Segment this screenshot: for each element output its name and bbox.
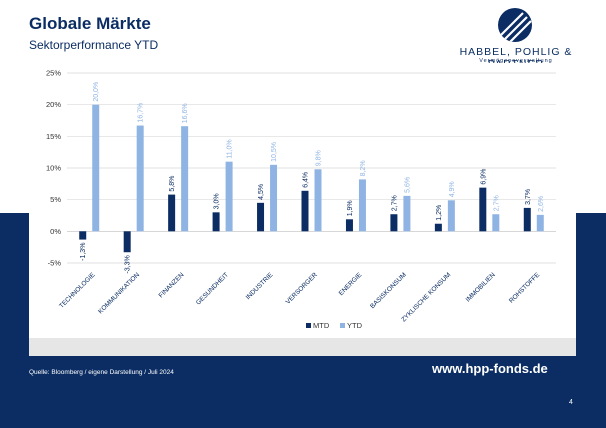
mtd-data-label: 4,5% xyxy=(258,184,265,200)
ytd-legend-swatch xyxy=(340,323,345,328)
y-tick-label: 10% xyxy=(46,164,61,173)
ytd-data-label: 20,0% xyxy=(93,82,100,102)
mtd-bar xyxy=(168,194,176,232)
x-category-label: INDUSTRIE xyxy=(245,271,275,301)
ytd-data-label: 2,6% xyxy=(538,196,545,212)
ytd-data-label: 8,2% xyxy=(360,160,367,176)
ytd-bar xyxy=(536,214,544,232)
ytd-data-label: 9,8% xyxy=(316,150,323,166)
x-category-label: IMMOBILIEN xyxy=(465,271,497,303)
x-category-label: KOMMUNIKATION xyxy=(97,271,141,315)
mtd-bar xyxy=(79,231,87,240)
page-number: 4 xyxy=(569,399,573,406)
y-tick-label: 5% xyxy=(50,195,61,204)
ytd-data-label: 16,7% xyxy=(138,103,145,123)
mtd-data-label: 3,7% xyxy=(525,189,532,205)
company-logo-icon xyxy=(498,8,532,42)
ytd-bar xyxy=(181,126,189,232)
mtd-bar xyxy=(212,212,220,232)
mtd-data-label: 6,9% xyxy=(480,169,487,185)
x-category-label: BASISKONSUM xyxy=(369,271,408,310)
ytd-legend-label: YTD xyxy=(347,321,363,330)
ytd-bar xyxy=(447,200,455,232)
mtd-data-label: -3,3% xyxy=(125,255,132,273)
mtd-bar xyxy=(257,202,265,232)
ytd-bar xyxy=(270,164,278,232)
ytd-data-label: 2,7% xyxy=(493,195,500,211)
y-tick-label: -5% xyxy=(48,259,62,268)
mtd-bar xyxy=(301,190,309,232)
ytd-bar xyxy=(358,179,366,232)
ytd-bar xyxy=(492,214,500,232)
mtd-bar xyxy=(345,219,353,232)
x-category-label: FINANZEN xyxy=(158,271,186,299)
mtd-bar xyxy=(523,207,531,232)
mtd-bar xyxy=(434,223,442,232)
ytd-bar xyxy=(92,104,100,232)
y-tick-label: 20% xyxy=(46,100,61,109)
mtd-legend-label: MTD xyxy=(313,321,330,330)
mtd-data-label: 1,2% xyxy=(436,205,443,221)
ytd-data-label: 11,0% xyxy=(227,139,234,158)
ytd-bar xyxy=(314,169,322,232)
ytd-data-label: 10,5% xyxy=(271,142,278,162)
y-tick-label: 25% xyxy=(46,69,61,78)
ytd-bar xyxy=(225,161,233,232)
mtd-bar xyxy=(123,231,131,253)
x-category-label: TECHNOLOGIE xyxy=(58,271,97,310)
ytd-bar xyxy=(136,125,144,232)
x-category-label: GESUNDHEIT xyxy=(195,271,230,306)
ytd-data-label: 5,6% xyxy=(404,177,411,193)
ytd-bar xyxy=(403,195,411,232)
x-category-label: VERSORGER xyxy=(285,271,320,306)
mtd-data-label: 2,7% xyxy=(391,195,398,211)
y-tick-label: 15% xyxy=(46,132,61,141)
mtd-data-label: -1,3% xyxy=(80,243,87,261)
page-subtitle: Sektorperformance YTD xyxy=(29,38,159,52)
mtd-data-label: 3,0% xyxy=(214,193,221,209)
ytd-data-label: 4,9% xyxy=(449,181,456,197)
mtd-data-label: 6,4% xyxy=(303,172,310,188)
x-category-label: ZYKLISCHE KONSUM xyxy=(400,271,452,323)
mtd-data-label: 5,8% xyxy=(169,176,176,192)
source-note: Quelle: Bloomberg / eigene Darstellung /… xyxy=(29,369,174,376)
mtd-bar xyxy=(479,187,487,232)
mtd-bar xyxy=(390,214,398,232)
y-tick-label: 0% xyxy=(50,227,61,236)
page-title: Globale Märkte xyxy=(29,14,151,33)
mtd-data-label: 1,9% xyxy=(347,200,354,216)
chart-footer-strip xyxy=(29,338,576,356)
mtd-legend-swatch xyxy=(306,323,311,328)
website-url[interactable]: www.hpp-fonds.de xyxy=(432,361,548,376)
x-category-label: ENERGIE xyxy=(338,271,364,297)
company-tagline: Vermögensverwaltung xyxy=(479,58,553,64)
x-category-label: ROHSTOFFE xyxy=(508,271,542,305)
ytd-data-label: 16,6% xyxy=(182,103,189,123)
